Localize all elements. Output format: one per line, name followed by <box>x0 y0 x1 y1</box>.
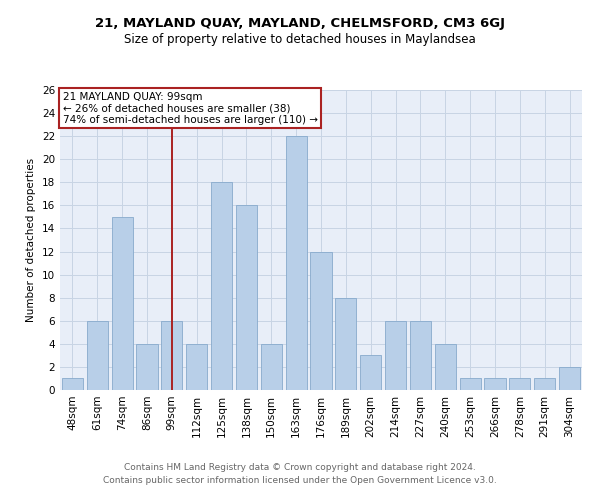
Bar <box>410 321 431 390</box>
Bar <box>559 367 580 390</box>
Text: 21, MAYLAND QUAY, MAYLAND, CHELMSFORD, CM3 6GJ: 21, MAYLAND QUAY, MAYLAND, CHELMSFORD, C… <box>95 18 505 30</box>
Bar <box>310 252 332 390</box>
Bar <box>236 206 257 390</box>
Bar <box>161 321 182 390</box>
Bar <box>136 344 158 390</box>
Text: Contains HM Land Registry data © Crown copyright and database right 2024.: Contains HM Land Registry data © Crown c… <box>124 464 476 472</box>
Bar <box>385 321 406 390</box>
Bar <box>360 356 381 390</box>
Bar <box>484 378 506 390</box>
Bar <box>509 378 530 390</box>
Text: Size of property relative to detached houses in Maylandsea: Size of property relative to detached ho… <box>124 32 476 46</box>
Bar <box>534 378 555 390</box>
Bar <box>112 217 133 390</box>
Bar <box>87 321 108 390</box>
Bar <box>261 344 282 390</box>
Bar <box>211 182 232 390</box>
Bar <box>186 344 207 390</box>
Bar <box>435 344 456 390</box>
Text: Contains public sector information licensed under the Open Government Licence v3: Contains public sector information licen… <box>103 476 497 485</box>
Bar <box>62 378 83 390</box>
Bar <box>286 136 307 390</box>
Y-axis label: Number of detached properties: Number of detached properties <box>26 158 37 322</box>
Bar <box>335 298 356 390</box>
Text: 21 MAYLAND QUAY: 99sqm
← 26% of detached houses are smaller (38)
74% of semi-det: 21 MAYLAND QUAY: 99sqm ← 26% of detached… <box>62 92 317 124</box>
Bar <box>460 378 481 390</box>
